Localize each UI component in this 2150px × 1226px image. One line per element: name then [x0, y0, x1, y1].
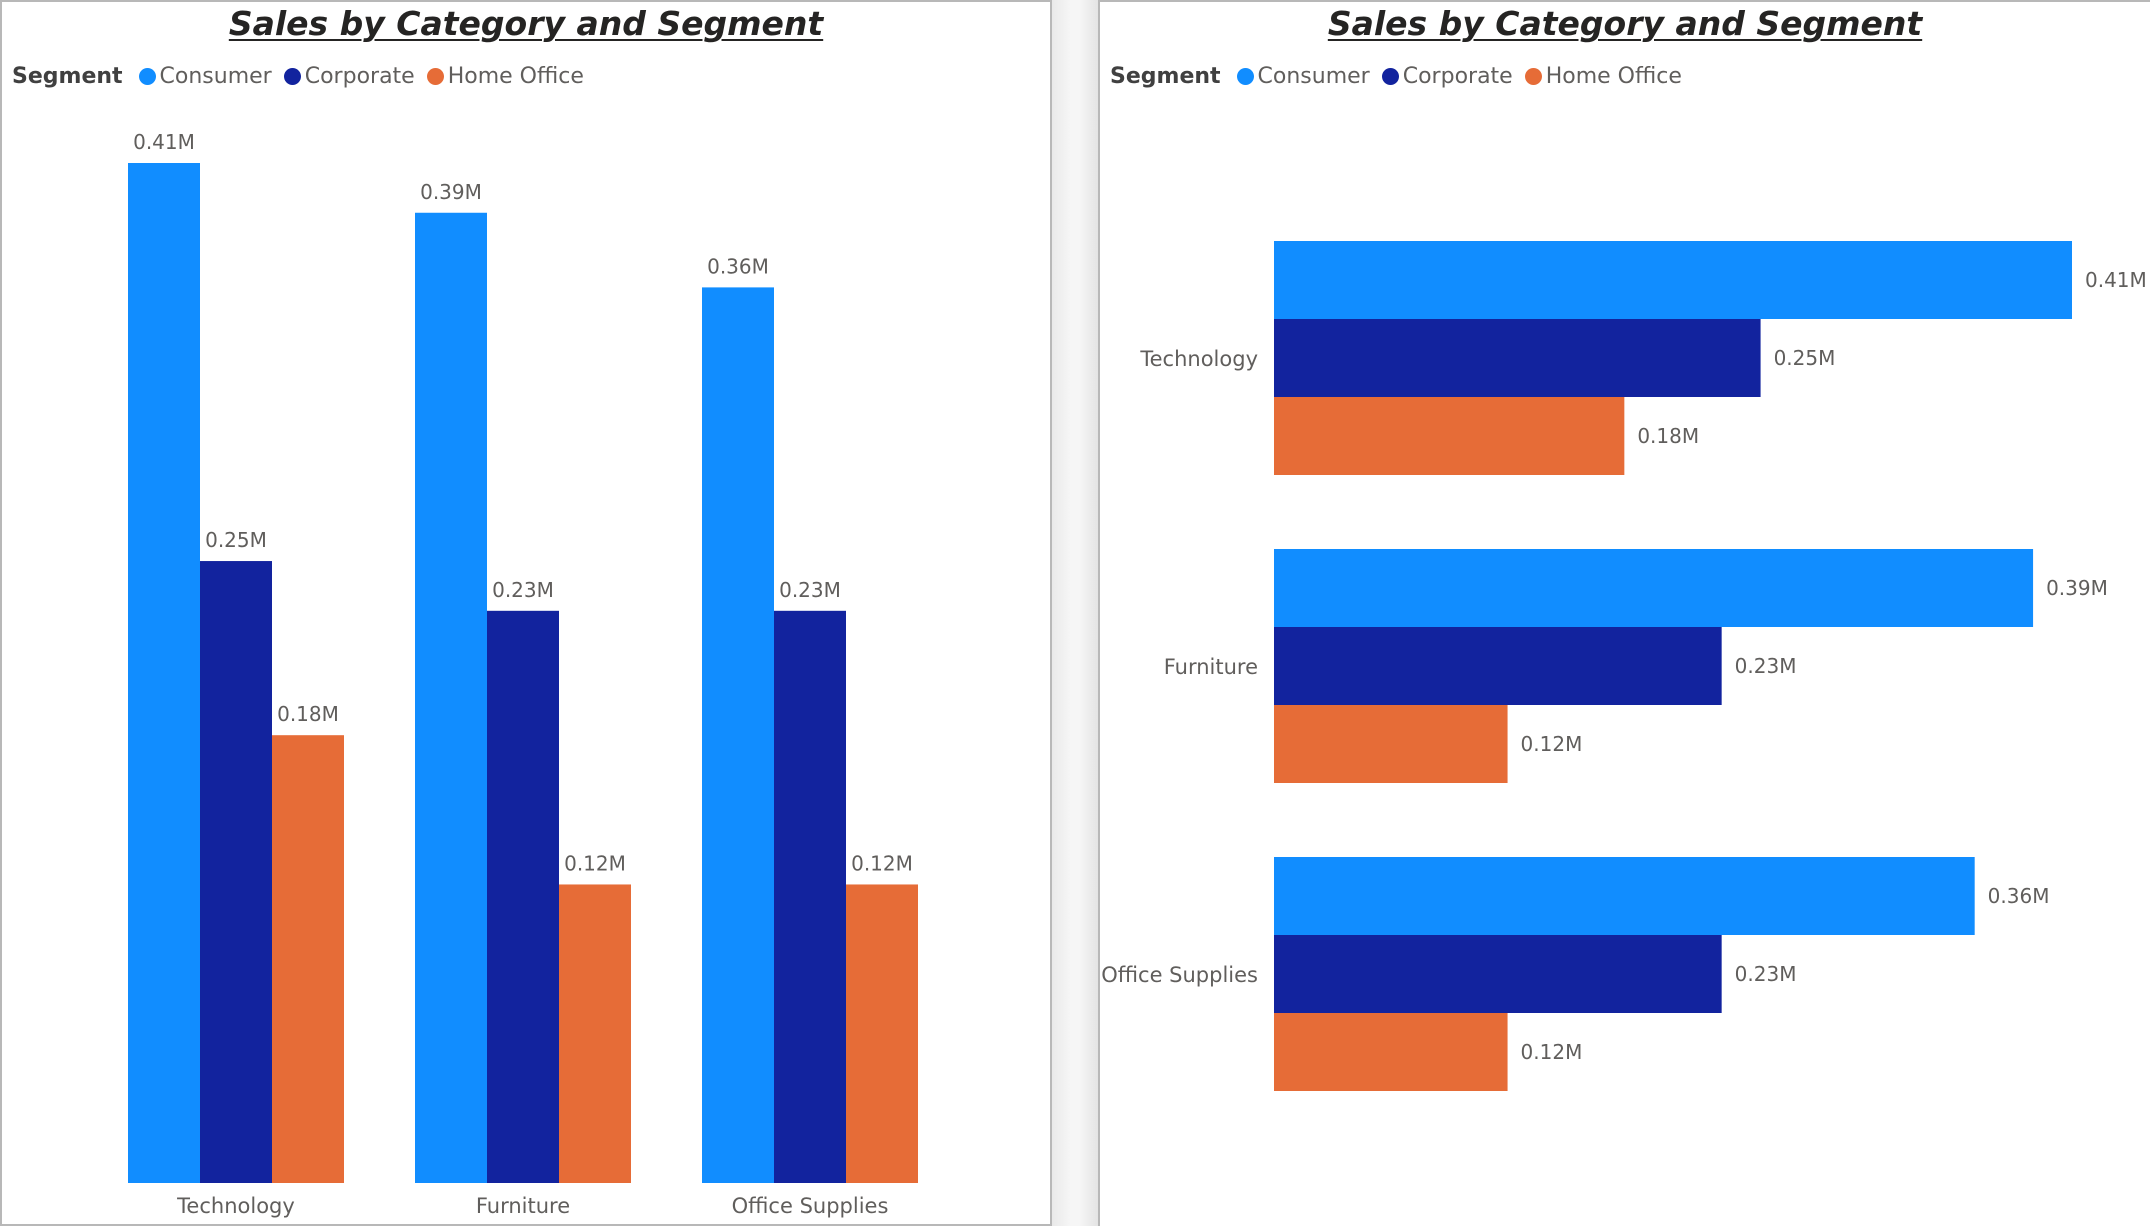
bar-chart-plot: 0.41M 0.25M 0.18M Technology 0.39M 0.23M 0.12M… — [1101, 241, 2147, 1091]
bar-furniture-corporate[interactable] — [487, 610, 559, 1183]
data-label: 0.23M — [1735, 962, 1797, 986]
bar-chart-visual[interactable]: Sales by Category and Segment Segment Co… — [1098, 0, 2150, 1226]
data-label: 0.18M — [1637, 424, 1699, 448]
data-label: 0.25M — [1774, 346, 1836, 370]
data-label: 0.18M — [277, 702, 339, 726]
data-label: 0.41M — [133, 130, 195, 154]
data-label: 0.12M — [1521, 1040, 1583, 1064]
legend-item-home-office[interactable]: Home Office — [1524, 64, 1682, 89]
data-label: 0.23M — [1735, 654, 1797, 678]
chart-legend: Segment Consumer Corporate Home Office — [1110, 64, 1694, 89]
legend-dot-corporate — [1381, 68, 1399, 85]
y-tick-label: Furniture — [1164, 655, 1258, 679]
bar-technology-corporate[interactable] — [1274, 319, 1761, 397]
x-tick-label: Office Supplies — [732, 1194, 889, 1218]
data-label: 0.39M — [2046, 576, 2108, 600]
legend-title: Segment — [1110, 64, 1221, 89]
legend-label-consumer: Consumer — [159, 64, 272, 89]
column-chart-visual[interactable]: Sales by Category and Segment Segment Co… — [0, 0, 1052, 1226]
data-label: 0.23M — [779, 578, 841, 602]
bar-technology-home-office[interactable] — [272, 735, 344, 1183]
data-label: 0.36M — [707, 254, 769, 278]
data-label: 0.25M — [205, 528, 267, 552]
bar-technology-consumer[interactable] — [1274, 241, 2072, 319]
legend-title: Segment — [12, 64, 123, 89]
x-tick-label: Furniture — [476, 1194, 570, 1218]
data-label: 0.23M — [492, 578, 554, 602]
data-label: 0.41M — [2085, 268, 2147, 292]
bar-furniture-consumer[interactable] — [415, 212, 487, 1183]
data-label: 0.12M — [851, 851, 913, 875]
bar-furniture-consumer[interactable] — [1274, 549, 2034, 627]
legend-dot-home-office — [426, 68, 444, 85]
bar-furniture-corporate[interactable] — [1274, 627, 1722, 705]
bar-office-supplies-home-office[interactable] — [846, 884, 918, 1183]
chart-legend: Segment Consumer Corporate Home Office — [12, 64, 596, 89]
chart-title: Sales by Category and Segment — [228, 4, 824, 43]
legend-label-corporate: Corporate — [1402, 64, 1513, 89]
x-tick-label: Technology — [176, 1194, 295, 1218]
chart-title: Sales by Category and Segment — [1327, 4, 1923, 43]
bar-technology-home-office[interactable] — [1274, 397, 1625, 475]
bar-office-supplies-home-office[interactable] — [1274, 1013, 1508, 1091]
bar-technology-consumer[interactable] — [128, 163, 200, 1183]
canvas-gap — [1052, 0, 1098, 1226]
legend-label-home-office: Home Office — [447, 64, 584, 89]
legend-item-home-office[interactable]: Home Office — [426, 64, 584, 89]
legend-label-home-office: Home Office — [1545, 64, 1682, 89]
data-label: 0.12M — [564, 851, 626, 875]
data-label: 0.36M — [1988, 884, 2050, 908]
data-label: 0.12M — [1521, 732, 1583, 756]
legend-label-corporate: Corporate — [304, 64, 415, 89]
y-tick-label: Technology — [1139, 347, 1258, 371]
bar-office-supplies-corporate[interactable] — [774, 610, 846, 1183]
legend-item-consumer[interactable]: Consumer — [138, 64, 272, 89]
legend-item-consumer[interactable]: Consumer — [1236, 64, 1370, 89]
legend-dot-corporate — [283, 68, 301, 85]
legend-item-corporate[interactable]: Corporate — [283, 64, 415, 89]
legend-item-corporate[interactable]: Corporate — [1381, 64, 1513, 89]
y-tick-label: Office Supplies — [1101, 963, 1258, 987]
column-chart-plot: 0.41M 0.25M 0.18M Technology 0.39M 0.23M 0.12M… — [128, 130, 918, 1218]
bar-office-supplies-consumer[interactable] — [702, 287, 774, 1183]
legend-dot-consumer — [1236, 68, 1254, 85]
bar-furniture-home-office[interactable] — [559, 884, 631, 1183]
bar-furniture-home-office[interactable] — [1274, 705, 1508, 783]
legend-dot-home-office — [1524, 68, 1542, 85]
data-label: 0.39M — [420, 180, 482, 204]
legend-label-consumer: Consumer — [1257, 64, 1370, 89]
bar-office-supplies-corporate[interactable] — [1274, 935, 1722, 1013]
bar-technology-corporate[interactable] — [200, 561, 272, 1183]
legend-dot-consumer — [138, 68, 156, 85]
bar-office-supplies-consumer[interactable] — [1274, 857, 1975, 935]
